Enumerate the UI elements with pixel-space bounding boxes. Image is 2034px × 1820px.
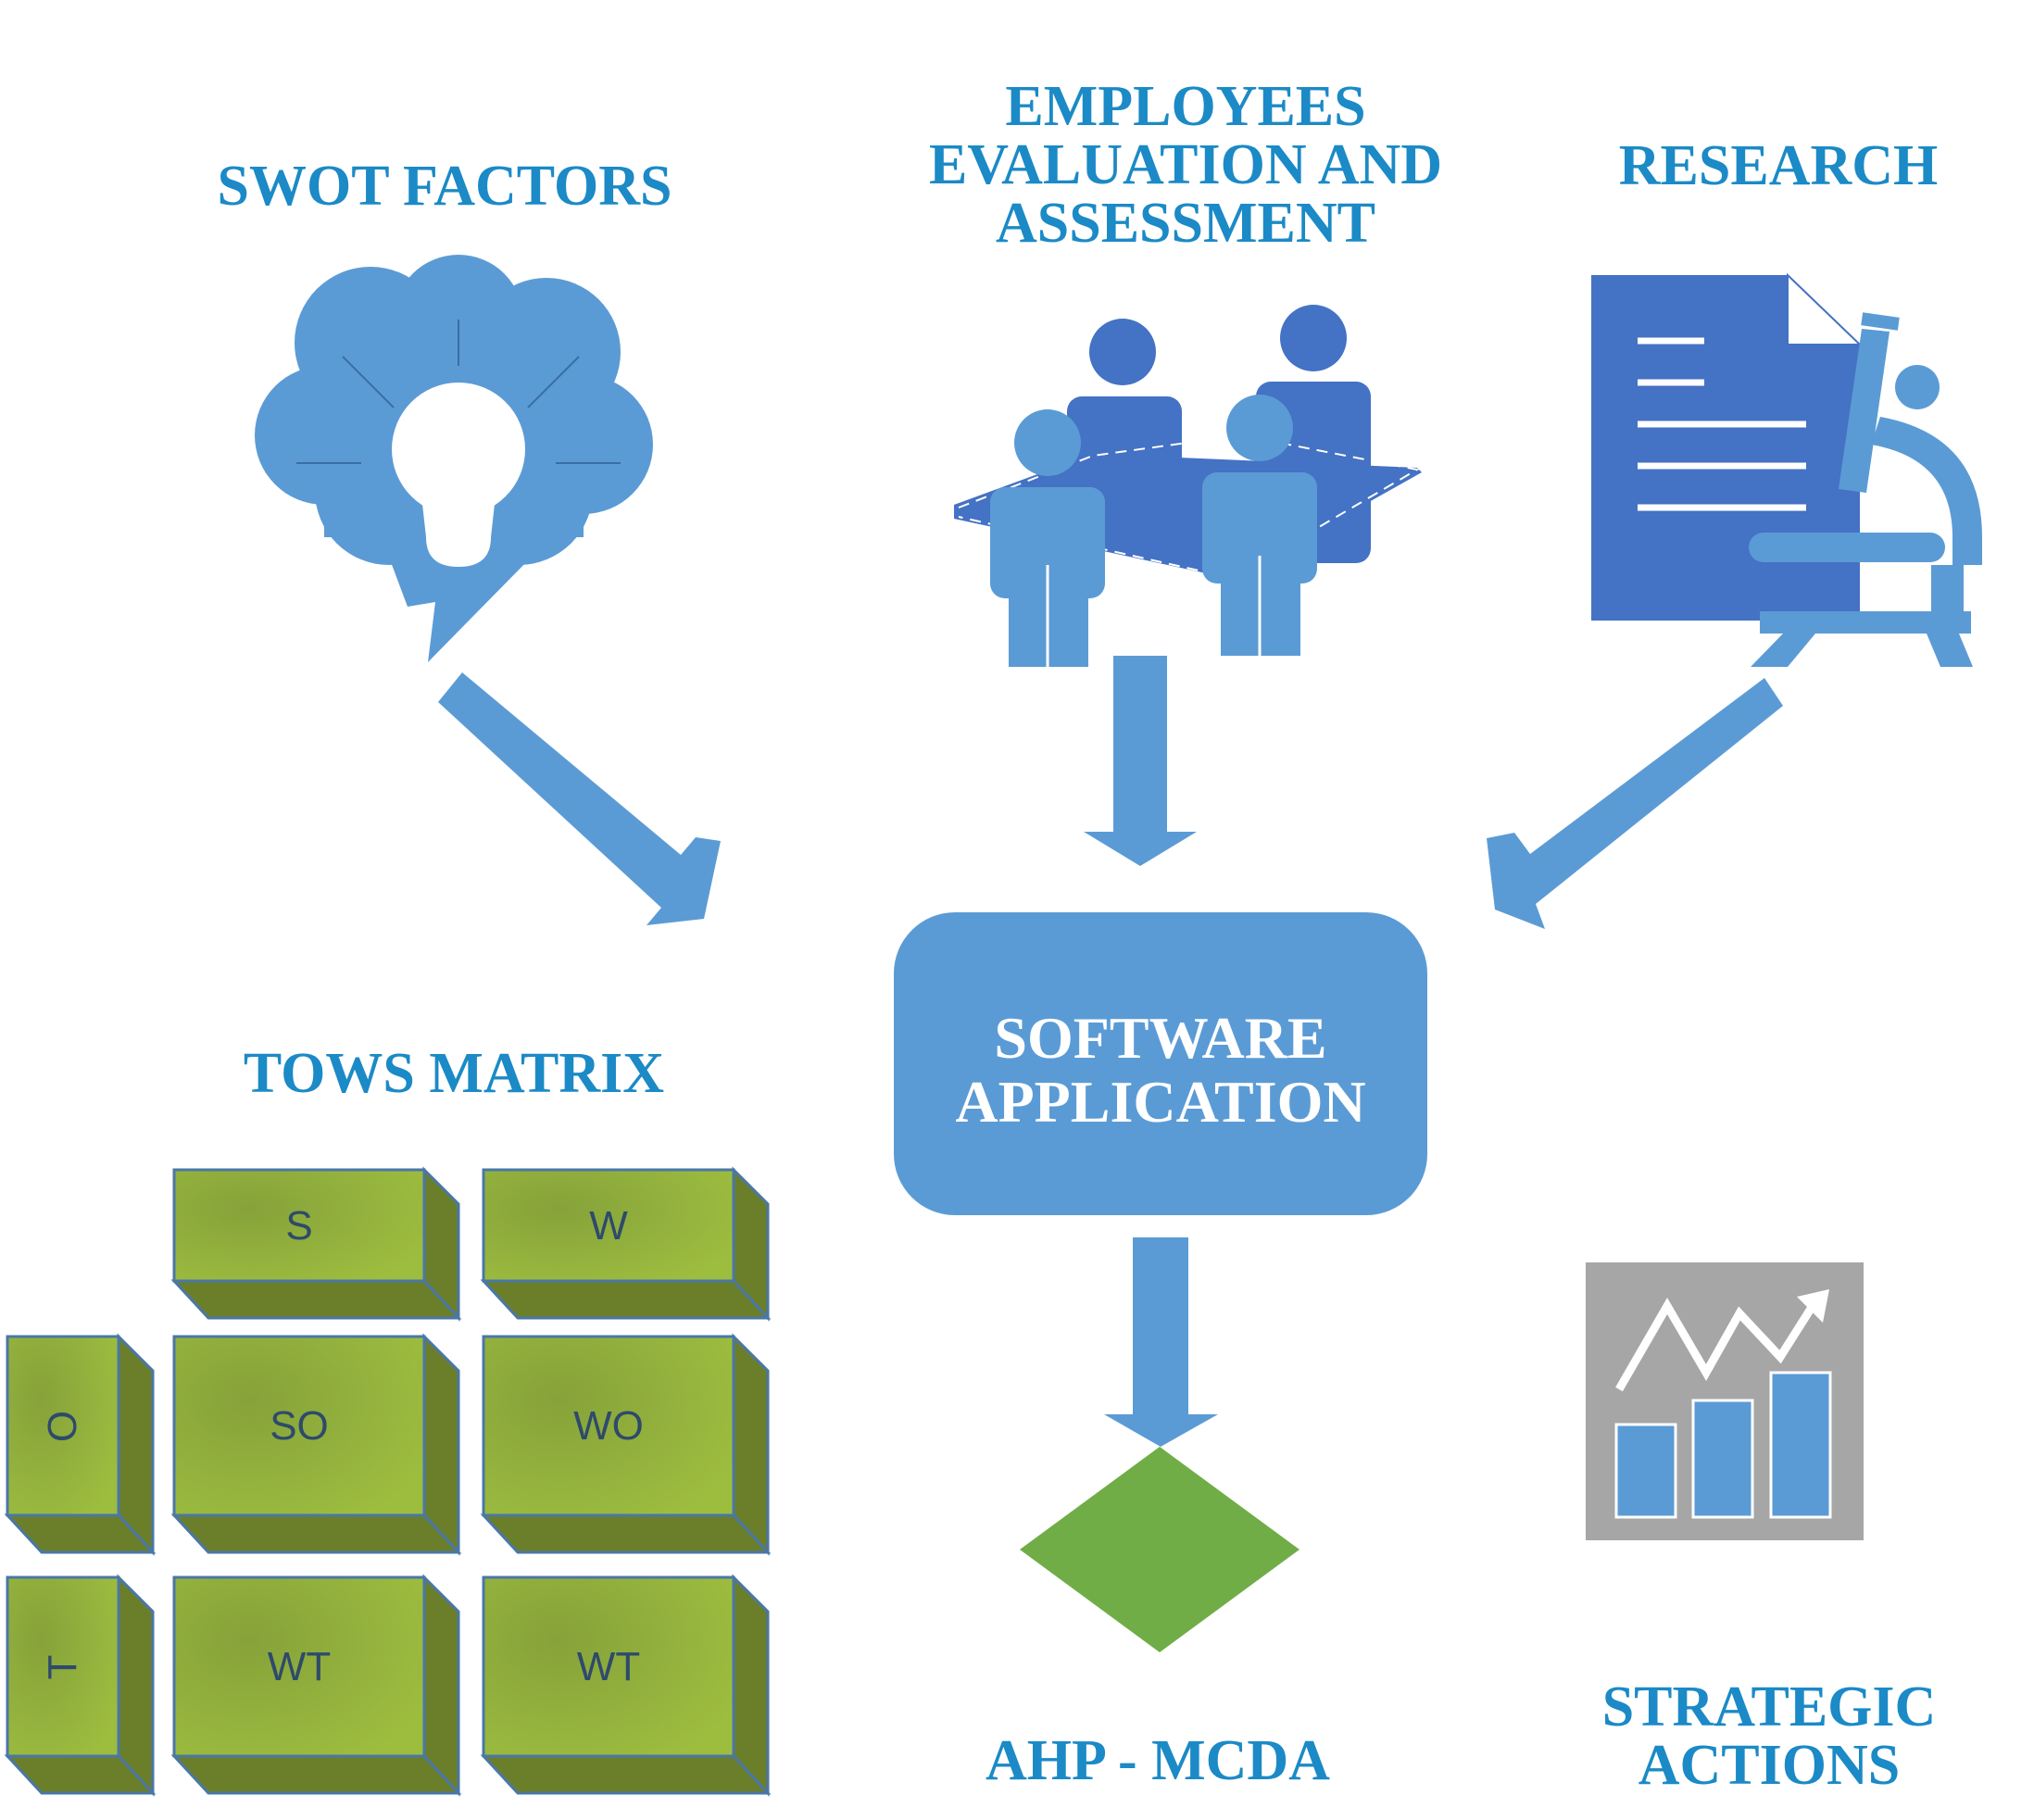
tows-label-s: S: [285, 1203, 313, 1249]
tows-label-w: W: [589, 1203, 628, 1249]
tows-matrix: [4, 1166, 772, 1797]
tows-cell-o: [4, 1333, 157, 1556]
tows-cell-so: [170, 1333, 462, 1556]
tows-label-so: SO: [270, 1403, 329, 1449]
ahp-mcda-diamond: [1020, 1447, 1300, 1652]
software-application-label: SOFTWARE APPLICATION: [955, 1005, 1366, 1136]
tows-label-o: O: [40, 1410, 85, 1443]
tows-label-t: T: [40, 1654, 85, 1680]
heading-tows-matrix: TOWS MATRIX: [243, 1042, 665, 1105]
arrow-software-to-ahp: [1104, 1237, 1218, 1447]
document-microscope-icon: [1591, 272, 1982, 667]
tows-cell-wo: [480, 1333, 772, 1556]
software-application-box: [894, 912, 1427, 1215]
team-meeting-icon: [954, 305, 1422, 667]
tows-label-wt-2: WT: [576, 1644, 641, 1689]
tows-label-wo: WO: [573, 1403, 644, 1449]
tows-cell-wt-1: [170, 1574, 462, 1797]
arrow-research-to-software: [1487, 678, 1783, 929]
arrow-swot-to-software: [438, 672, 721, 925]
heading-strategic-actions: STRATEGIC ACTIONS: [1601, 1676, 1937, 1798]
heading-research: RESEARCH: [1618, 134, 1939, 197]
arrows: [438, 656, 1783, 1447]
growth-chart-icon: [1586, 1262, 1864, 1540]
tows-cell-wt-2: [480, 1574, 772, 1797]
brainstorm-cloud-lightbulb-icon: [255, 255, 653, 662]
heading-employees-evaluation: EMPLOYEES EVALUATION AND ASSESSMENT: [928, 75, 1443, 256]
heading-ahp-mcda: AHP - MCDA: [986, 1729, 1330, 1792]
tows-cell-t: [4, 1574, 157, 1797]
heading-swot-factors: SWOT FACTORS: [217, 155, 672, 218]
tows-cell-w: [480, 1166, 772, 1322]
tows-label-wt-1: WT: [267, 1644, 332, 1689]
tows-cell-s: [170, 1166, 462, 1322]
arrow-employees-to-software: [1084, 656, 1197, 866]
